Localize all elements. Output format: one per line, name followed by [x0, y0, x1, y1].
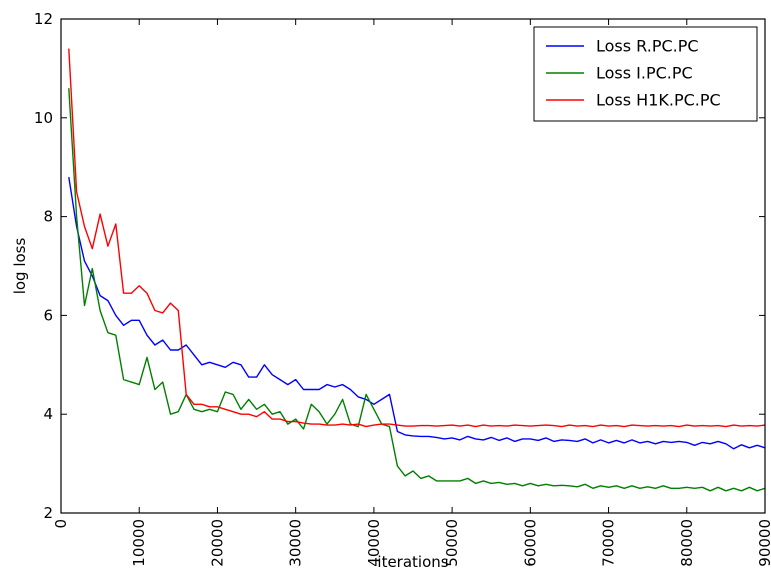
- y-axis-label: log loss: [11, 238, 29, 295]
- legend-label: Loss I.PC.PC: [596, 64, 693, 83]
- series-line-3: [68, 48, 766, 428]
- x-axis-label: iterations: [377, 553, 448, 571]
- x-tick-label: 50000: [443, 519, 461, 567]
- y-tick-label: 4: [43, 405, 53, 423]
- y-tick-label: 8: [43, 208, 53, 226]
- x-tick-label: 90000: [756, 519, 771, 567]
- legend-label: Loss H1K.PC.PC: [596, 91, 721, 110]
- y-tick-label: 6: [43, 306, 53, 324]
- x-tick-label: 0: [52, 519, 70, 529]
- legend-label: Loss R.PC.PC: [596, 37, 699, 56]
- legend-box: [533, 26, 758, 122]
- x-tick-label: 70000: [600, 519, 618, 567]
- legend: Loss R.PC.PC Loss I.PC.PC Loss H1K.PC.PC: [533, 26, 758, 122]
- x-tick-label: 80000: [678, 519, 696, 567]
- y-tick-label: 12: [34, 10, 53, 28]
- y-tick-label: 10: [34, 109, 53, 127]
- series-line-1: [68, 176, 766, 450]
- x-tick-label: 10000: [130, 519, 148, 567]
- x-tick-label: 30000: [287, 519, 305, 567]
- y-tick-label: 2: [43, 504, 53, 522]
- x-tick-label: 40000: [365, 519, 383, 567]
- tick-layer: 0 10000 20000 30000 40000 50000 60000 70000 8000…: [34, 10, 771, 567]
- x-tick-label: 20000: [208, 519, 226, 567]
- series-line-2: [68, 88, 766, 492]
- x-tick-label: 60000: [521, 519, 539, 567]
- series-layer: [68, 48, 766, 492]
- plot-frame: [60, 18, 766, 514]
